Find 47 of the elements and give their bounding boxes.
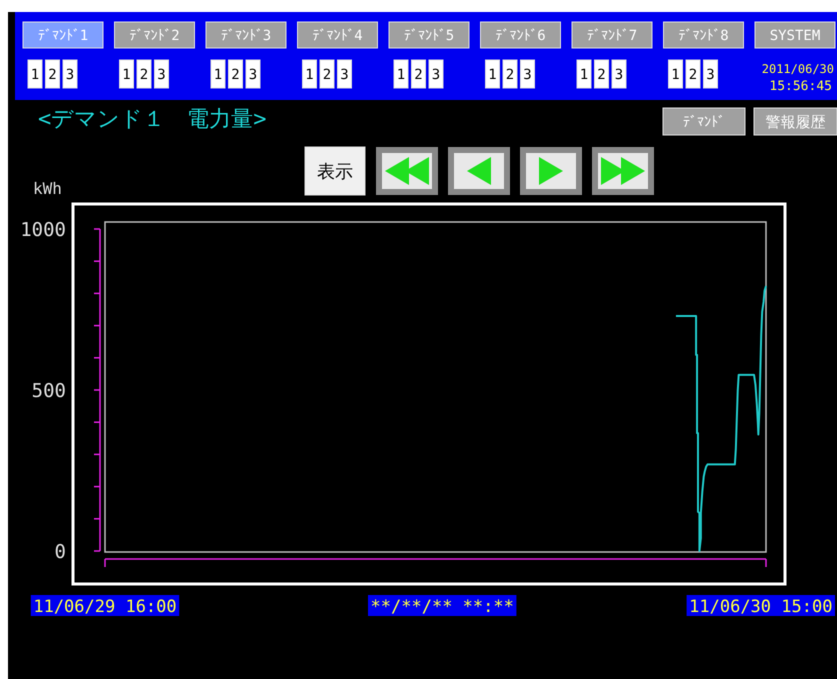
chart-title: <デマンド１ 電力量>: [38, 107, 266, 132]
text: 1: [671, 67, 680, 84]
text: 1: [214, 67, 222, 84]
text: 3: [523, 67, 532, 84]
text: ﾃﾞﾏﾝﾄﾞ4: [312, 28, 363, 44]
text: 3: [157, 67, 166, 84]
text: **/**/** **:**: [370, 597, 514, 617]
text: ﾃﾞﾏﾝﾄﾞ3: [220, 28, 272, 44]
text: ﾃﾞﾏﾝﾄﾞ6: [495, 28, 546, 44]
text: 15:56:45: [769, 79, 832, 94]
text: 3: [340, 67, 349, 84]
text: 警報履歴: [766, 112, 826, 131]
x-tick-label: 11/06/29 16:00: [33, 597, 177, 617]
text: 3: [248, 67, 258, 84]
text: 2: [597, 67, 606, 84]
text: 表示: [317, 161, 353, 182]
y-tick-label: 0: [54, 541, 66, 563]
text: 3: [432, 67, 440, 84]
y-tick-label: 500: [32, 380, 66, 402]
y-tick-label: 1000: [20, 219, 66, 241]
x-tick-label: 11/06/30 15:00: [689, 597, 832, 617]
text: 1: [122, 67, 131, 84]
text: 3: [66, 67, 74, 84]
line-series: [674, 284, 767, 552]
text: 1: [488, 67, 497, 84]
text: ﾃﾞﾏﾝﾄﾞ8: [678, 28, 729, 44]
text: 2: [688, 67, 698, 84]
y-axis-title: kWh: [33, 179, 62, 198]
text: ﾃﾞﾏﾝﾄﾞ7: [586, 28, 638, 44]
text: SYSTEM: [770, 28, 820, 44]
text: 2011/06/30: [762, 62, 834, 76]
text: 2: [140, 67, 148, 84]
text: ﾃﾞﾏﾝﾄﾞ1: [38, 28, 88, 44]
text: 1: [305, 67, 314, 84]
text: 2: [322, 67, 332, 84]
text: 3: [614, 67, 624, 84]
text: 2: [48, 67, 57, 84]
text: ﾃﾞﾏﾝﾄﾞ: [683, 114, 725, 131]
text: 3: [706, 67, 715, 84]
text: 2: [506, 67, 514, 84]
text: ﾃﾞﾏﾝﾄﾞ2: [129, 28, 180, 44]
text: 1: [396, 67, 406, 84]
text: 1: [580, 67, 588, 84]
text: 1: [30, 67, 40, 84]
text: 2: [414, 67, 423, 84]
text: ﾃﾞﾏﾝﾄﾞ5: [404, 28, 454, 44]
text: 2: [231, 67, 240, 84]
